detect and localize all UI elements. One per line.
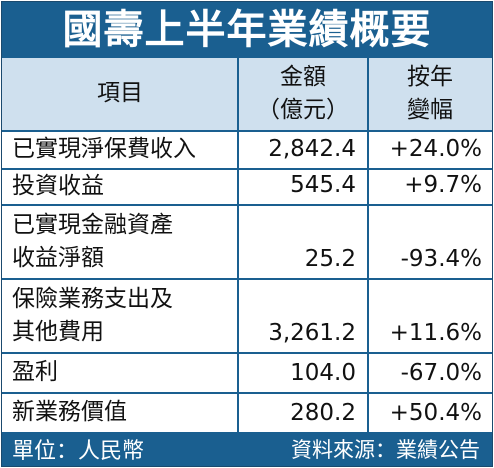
- header-amount: 金額 （億元）: [238, 58, 368, 130]
- row-label-line: 保險業務支出及: [12, 285, 173, 312]
- row-amount: 104.0: [290, 360, 356, 386]
- row-amount: 25.2: [304, 246, 356, 272]
- row-label-line: 收益淨額: [12, 245, 104, 271]
- row-change: +11.6%: [389, 320, 482, 346]
- row-label: 保險業務支出及 其他費用: [12, 280, 236, 352]
- header-amount-label: 金額: [280, 63, 326, 90]
- row-label: 盈利: [12, 354, 236, 392]
- row-amount: 545.4: [290, 172, 356, 198]
- column-divider: [367, 58, 369, 432]
- row-change: +24.0%: [389, 136, 482, 162]
- row-label: 已實現金融資產 收益淨額: [12, 206, 236, 278]
- row-amount: 3,261.2: [268, 320, 356, 346]
- table-row: 新業務價值 280.2 +50.4%: [2, 392, 492, 432]
- header-change-label-2: 變幅: [407, 97, 453, 123]
- row-change: -67.0%: [400, 360, 482, 386]
- row-change: -93.4%: [400, 246, 482, 272]
- header-change: 按年 變幅: [368, 58, 492, 130]
- row-label: 投資收益: [12, 170, 236, 204]
- row-amount: 2,842.4: [268, 136, 356, 162]
- table-row: 投資收益 545.4 +9.7%: [2, 168, 492, 204]
- table-header: 項目 金額 （億元） 按年 變幅: [2, 58, 492, 130]
- row-amount: 280.2: [290, 400, 356, 426]
- header-amount-unit: （億元）: [257, 97, 349, 123]
- row-label-line: 投資收益: [12, 173, 104, 200]
- currency-unit: 單位：人民幣: [12, 439, 145, 464]
- row-label: 新業務價值: [12, 394, 236, 432]
- table-row: 保險業務支出及 其他費用 3,261.2 +11.6%: [2, 278, 492, 352]
- row-change: +9.7%: [404, 172, 482, 198]
- header-item-label: 項目: [97, 80, 143, 107]
- header-change-label-1: 按年: [407, 63, 453, 90]
- row-label-line: 其他費用: [12, 319, 104, 345]
- header-item: 項目: [2, 58, 238, 130]
- table-title: 國壽上半年業績概要: [62, 7, 432, 53]
- table-row: 已實現淨保費收入 2,842.4 +24.0%: [2, 130, 492, 168]
- row-label-line: 新業務價值: [12, 399, 127, 426]
- table-row: 已實現金融資產 收益淨額 25.2 -93.4%: [2, 204, 492, 278]
- column-divider: [237, 58, 239, 432]
- table-footer: 單位：人民幣 資料來源：業績公告: [2, 432, 492, 466]
- row-label-line: 盈利: [12, 359, 58, 386]
- row-change: +50.4%: [389, 400, 482, 426]
- row-label-line: 已實現淨保費收入: [12, 136, 196, 163]
- title-bar: 國壽上半年業績概要: [2, 2, 492, 58]
- table-row: 盈利 104.0 -67.0%: [2, 352, 492, 392]
- data-source: 資料來源：業績公告: [291, 438, 480, 462]
- row-label-line: 已實現金融資產: [12, 211, 173, 238]
- row-label: 已實現淨保費收入: [12, 132, 236, 168]
